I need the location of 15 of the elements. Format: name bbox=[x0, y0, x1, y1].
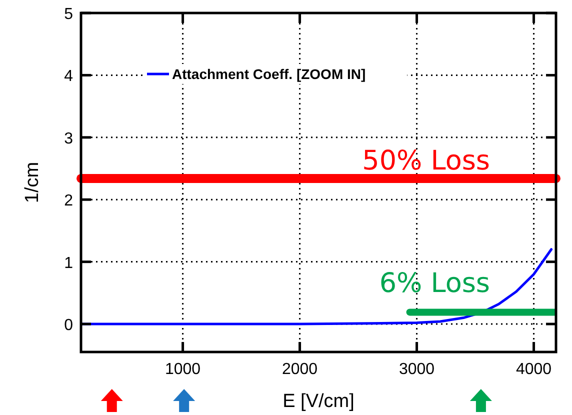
ref-line-label: 50% Loss bbox=[362, 145, 490, 176]
x-tick-label: 1000 bbox=[164, 361, 201, 378]
y-tick-label: 2 bbox=[64, 192, 74, 210]
y-tick-label: 5 bbox=[64, 6, 74, 23]
y-axis-title: 1/cm bbox=[22, 162, 43, 204]
x-tick-label: 3000 bbox=[398, 361, 435, 378]
y-tick-label: 3 bbox=[64, 130, 74, 148]
x-axis-title: E [V/cm] bbox=[282, 391, 354, 412]
x-tick-label: 4000 bbox=[516, 361, 552, 378]
annotation: 6% Loss bbox=[379, 268, 490, 300]
x-tick-label: 2000 bbox=[282, 361, 318, 378]
y-tick-label: 1 bbox=[64, 254, 74, 272]
legend-label: Attachment Coeff. [ZOOM IN] bbox=[172, 66, 366, 82]
y-tick-label: 0 bbox=[64, 317, 74, 334]
y-tick-label: 4 bbox=[64, 68, 74, 86]
